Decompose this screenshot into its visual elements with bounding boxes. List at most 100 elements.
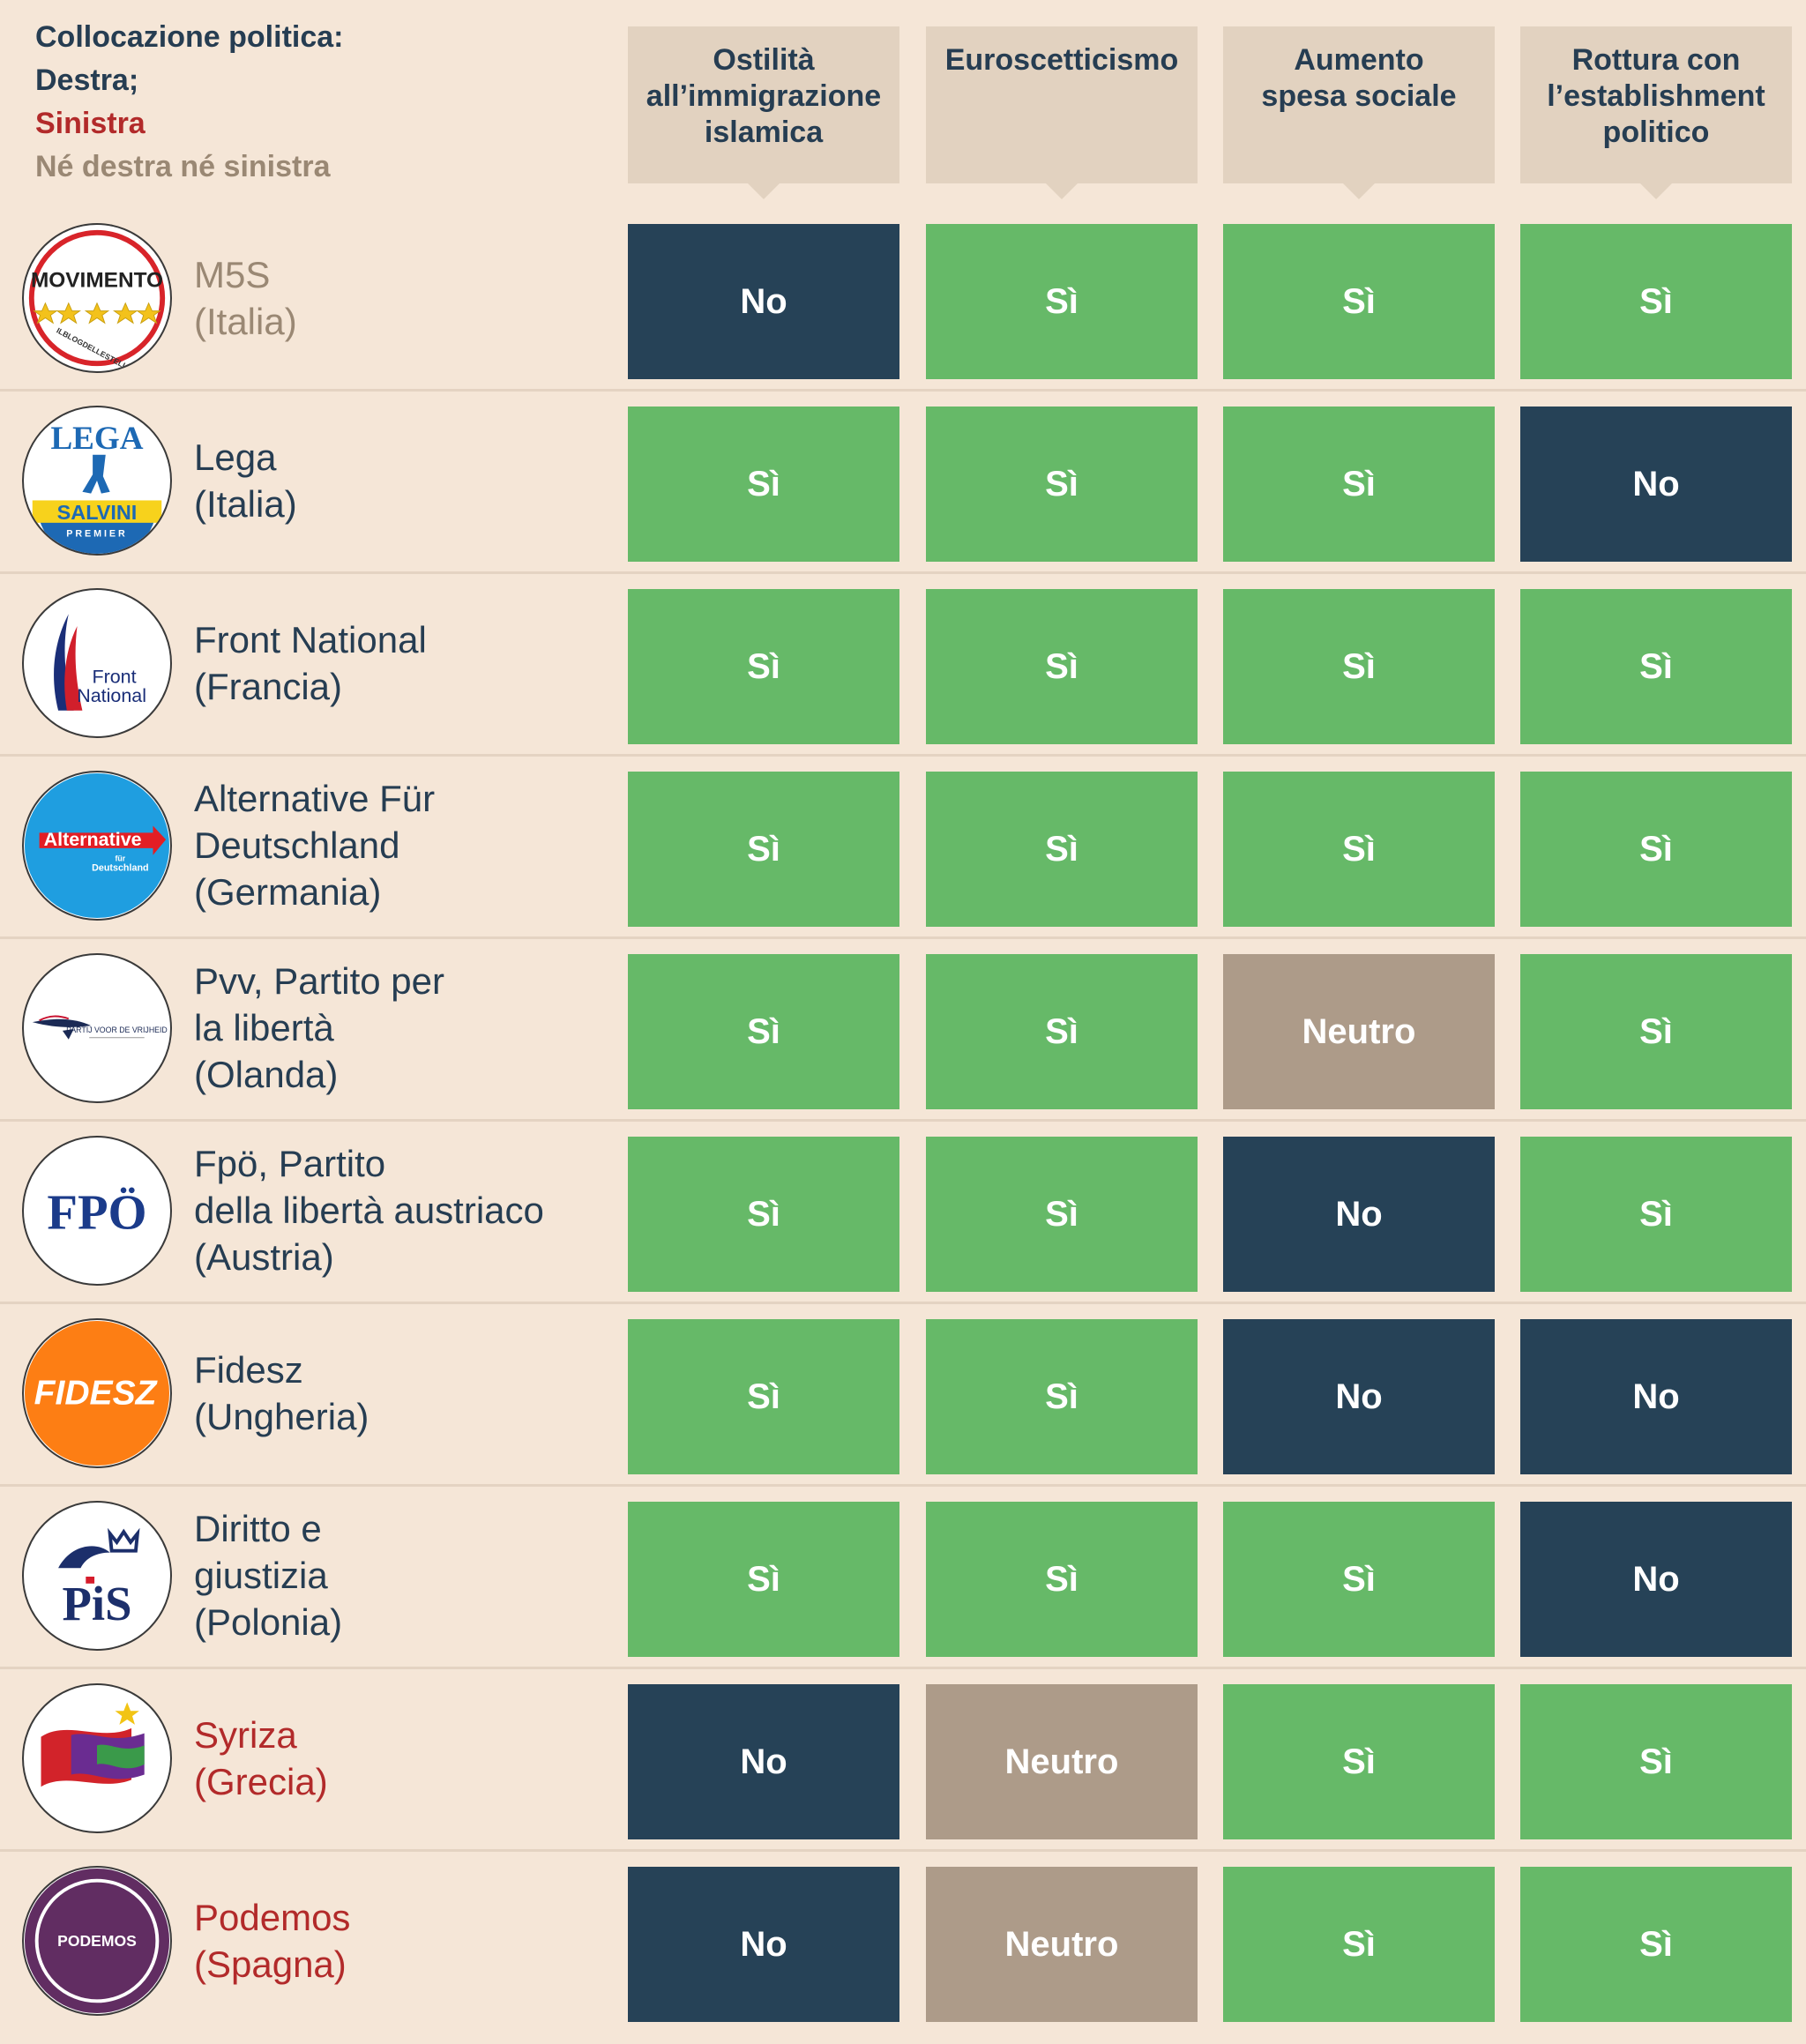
party-name-m5s: M5S (Italia) bbox=[194, 253, 297, 342]
column-header-label: Euroscetticismo bbox=[944, 43, 1179, 77]
svg-text:Front: Front bbox=[92, 666, 136, 687]
table-row: PARTIJ VOOR DE VRIJHEID Pvv, Partito per… bbox=[0, 936, 1806, 1119]
cell-diritto-e-euroscetticismo: Sì bbox=[926, 1502, 1198, 1657]
cell-alternative-fur-euroscetticismo: Sì bbox=[926, 772, 1198, 927]
party-name-podemos: Podemos (Spagna) bbox=[194, 1896, 351, 1985]
table-row: MOVIMENTO ILBLOGDELLESTELLE.IT M5S (Ital… bbox=[0, 206, 1806, 389]
svg-text:SALVINI: SALVINI bbox=[57, 501, 138, 524]
row-divider bbox=[0, 1667, 1806, 1669]
party-name-fpo-partito: Fpö, Partito della libertà austriaco (Au… bbox=[194, 1143, 544, 1278]
cell-pvv-partito-per-euroscetticismo: Sì bbox=[926, 954, 1198, 1109]
svg-text:für: für bbox=[116, 854, 126, 863]
svg-text:FIDESZ: FIDESZ bbox=[34, 1375, 159, 1413]
row-divider bbox=[0, 389, 1806, 392]
legend-title: Collocazione politica: bbox=[35, 20, 344, 54]
svg-text:MOVIMENTO: MOVIMENTO bbox=[31, 268, 163, 292]
column-header-rottura-con: Rottura con l’establishment politico bbox=[1520, 26, 1792, 199]
svg-text:Deutschland: Deutschland bbox=[92, 862, 148, 873]
party-name-alternative-fur: Alternative Für Deutschland (Germania) bbox=[194, 778, 436, 913]
column-header-label: Aumento spesa sociale bbox=[1261, 43, 1457, 113]
row-divider bbox=[0, 1302, 1806, 1304]
svg-text:FPÖ: FPÖ bbox=[47, 1186, 146, 1241]
legend: Collocazione politica: Destra; Sinistra … bbox=[35, 16, 343, 189]
cell-front-national-aumento: Sì bbox=[1223, 589, 1495, 744]
cell-fidesz-ostilita: Sì bbox=[628, 1319, 899, 1474]
cell-alternative-fur-ostilita: Sì bbox=[628, 772, 899, 927]
front-national-logo: Front National bbox=[22, 588, 172, 738]
cell-fpo-partito-ostilita: Sì bbox=[628, 1137, 899, 1292]
party-name-diritto-e: Diritto e giustizia (Polonia) bbox=[194, 1508, 343, 1643]
row-divider bbox=[0, 754, 1806, 757]
cell-lega-aumento: Sì bbox=[1223, 407, 1495, 562]
table-row: Front National Front National (Francia) S… bbox=[0, 571, 1806, 754]
svg-text:National: National bbox=[77, 685, 146, 706]
fidesz-logo: FIDESZ bbox=[22, 1318, 172, 1468]
cell-podemos-aumento: Sì bbox=[1223, 1867, 1495, 2022]
party-name-lega: Lega (Italia) bbox=[194, 436, 297, 525]
column-header-aumento: Aumento spesa sociale bbox=[1223, 26, 1495, 199]
cell-diritto-e-rottura-con: No bbox=[1520, 1502, 1792, 1657]
cell-podemos-rottura-con: Sì bbox=[1520, 1867, 1792, 2022]
cell-lega-ostilita: Sì bbox=[628, 407, 899, 562]
lega-salvini-logo: LEGA SALVINI PREMIER bbox=[22, 406, 172, 556]
syriza-logo bbox=[22, 1683, 172, 1833]
table-row: FPÖ Fpö, Partito della libertà austriaco… bbox=[0, 1119, 1806, 1302]
table-row: LEGA SALVINI PREMIER Lega (Italia) Sì Sì Sì… bbox=[0, 389, 1806, 571]
cell-syriza-ostilita: No bbox=[628, 1684, 899, 1839]
svg-text:Alternative: Alternative bbox=[44, 829, 142, 850]
cell-front-national-euroscetticismo: Sì bbox=[926, 589, 1198, 744]
table-row: Alternative für Deutschland Alternative … bbox=[0, 754, 1806, 936]
legend-left: Sinistra bbox=[35, 107, 146, 140]
cell-syriza-aumento: Sì bbox=[1223, 1684, 1495, 1839]
pvv-logo: PARTIJ VOOR DE VRIJHEID bbox=[22, 953, 172, 1103]
cell-lega-euroscetticismo: Sì bbox=[926, 407, 1198, 562]
cell-alternative-fur-rottura-con: Sì bbox=[1520, 772, 1792, 927]
table-row: FIDESZ Fidesz (Ungheria) Sì Sì No No bbox=[0, 1302, 1806, 1484]
cell-fpo-partito-rottura-con: Sì bbox=[1520, 1137, 1792, 1292]
cell-podemos-ostilita: No bbox=[628, 1867, 899, 2022]
cell-syriza-rottura-con: Sì bbox=[1520, 1684, 1792, 1839]
party-name-front-national: Front National (Francia) bbox=[194, 618, 427, 707]
svg-text:LEGA: LEGA bbox=[50, 421, 143, 457]
column-header-ostilita: Ostilità all’immigrazione islamica bbox=[628, 26, 899, 199]
cell-podemos-euroscetticismo: Neutro bbox=[926, 1867, 1198, 2022]
cell-alternative-fur-aumento: Sì bbox=[1223, 772, 1495, 927]
cell-front-national-rottura-con: Sì bbox=[1520, 589, 1792, 744]
cell-diritto-e-aumento: Sì bbox=[1223, 1502, 1495, 1657]
cell-m5s-rottura-con: Sì bbox=[1520, 224, 1792, 379]
cell-fpo-partito-aumento: No bbox=[1223, 1137, 1495, 1292]
movimento-5-stelle-logo: MOVIMENTO ILBLOGDELLESTELLE.IT bbox=[22, 223, 172, 373]
row-divider bbox=[0, 936, 1806, 939]
cell-pvv-partito-per-rottura-con: Sì bbox=[1520, 954, 1792, 1109]
legend-right: Destra; bbox=[35, 63, 139, 97]
afd-logo: Alternative für Deutschland bbox=[22, 771, 172, 921]
cell-fidesz-aumento: No bbox=[1223, 1319, 1495, 1474]
svg-text:PREMIER: PREMIER bbox=[66, 528, 127, 539]
cell-syriza-euroscetticismo: Neutro bbox=[926, 1684, 1198, 1839]
table-row: PiS Diritto e giustizia (Polonia) Sì Sì Sì N… bbox=[0, 1484, 1806, 1667]
column-header-label: Ostilità all’immigrazione islamica bbox=[646, 43, 882, 149]
row-divider bbox=[0, 1119, 1806, 1122]
table-row: Syriza (Grecia) No Neutro Sì Sì bbox=[0, 1667, 1806, 1849]
svg-text:PARTIJ VOOR DE VRIJHEID: PARTIJ VOOR DE VRIJHEID bbox=[66, 1026, 168, 1034]
pis-logo: PiS bbox=[22, 1501, 172, 1651]
row-divider bbox=[0, 1484, 1806, 1487]
cell-m5s-aumento: Sì bbox=[1223, 224, 1495, 379]
cell-diritto-e-ostilita: Sì bbox=[628, 1502, 899, 1657]
cell-m5s-ostilita: No bbox=[628, 224, 899, 379]
cell-fidesz-rottura-con: No bbox=[1520, 1319, 1792, 1474]
row-divider bbox=[0, 571, 1806, 574]
row-divider bbox=[0, 1849, 1806, 1852]
column-header-euroscetticismo: Euroscetticismo bbox=[926, 26, 1198, 199]
svg-text:PODEMOS: PODEMOS bbox=[57, 1932, 137, 1950]
cell-pvv-partito-per-ostilita: Sì bbox=[628, 954, 899, 1109]
cell-fpo-partito-euroscetticismo: Sì bbox=[926, 1137, 1198, 1292]
party-name-fidesz: Fidesz (Ungheria) bbox=[194, 1348, 369, 1437]
legend-neutral: Né destra né sinistra bbox=[35, 150, 331, 183]
cell-front-national-ostilita: Sì bbox=[628, 589, 899, 744]
cell-lega-rottura-con: No bbox=[1520, 407, 1792, 562]
party-name-pvv-partito-per: Pvv, Partito per la libertà (Olanda) bbox=[194, 960, 444, 1095]
fpo-logo: FPÖ bbox=[22, 1136, 172, 1286]
column-header-label: Rottura con l’establishment politico bbox=[1547, 43, 1765, 149]
table-row: PODEMOS Podemos (Spagna) No Neutro Sì Sì bbox=[0, 1849, 1806, 2032]
